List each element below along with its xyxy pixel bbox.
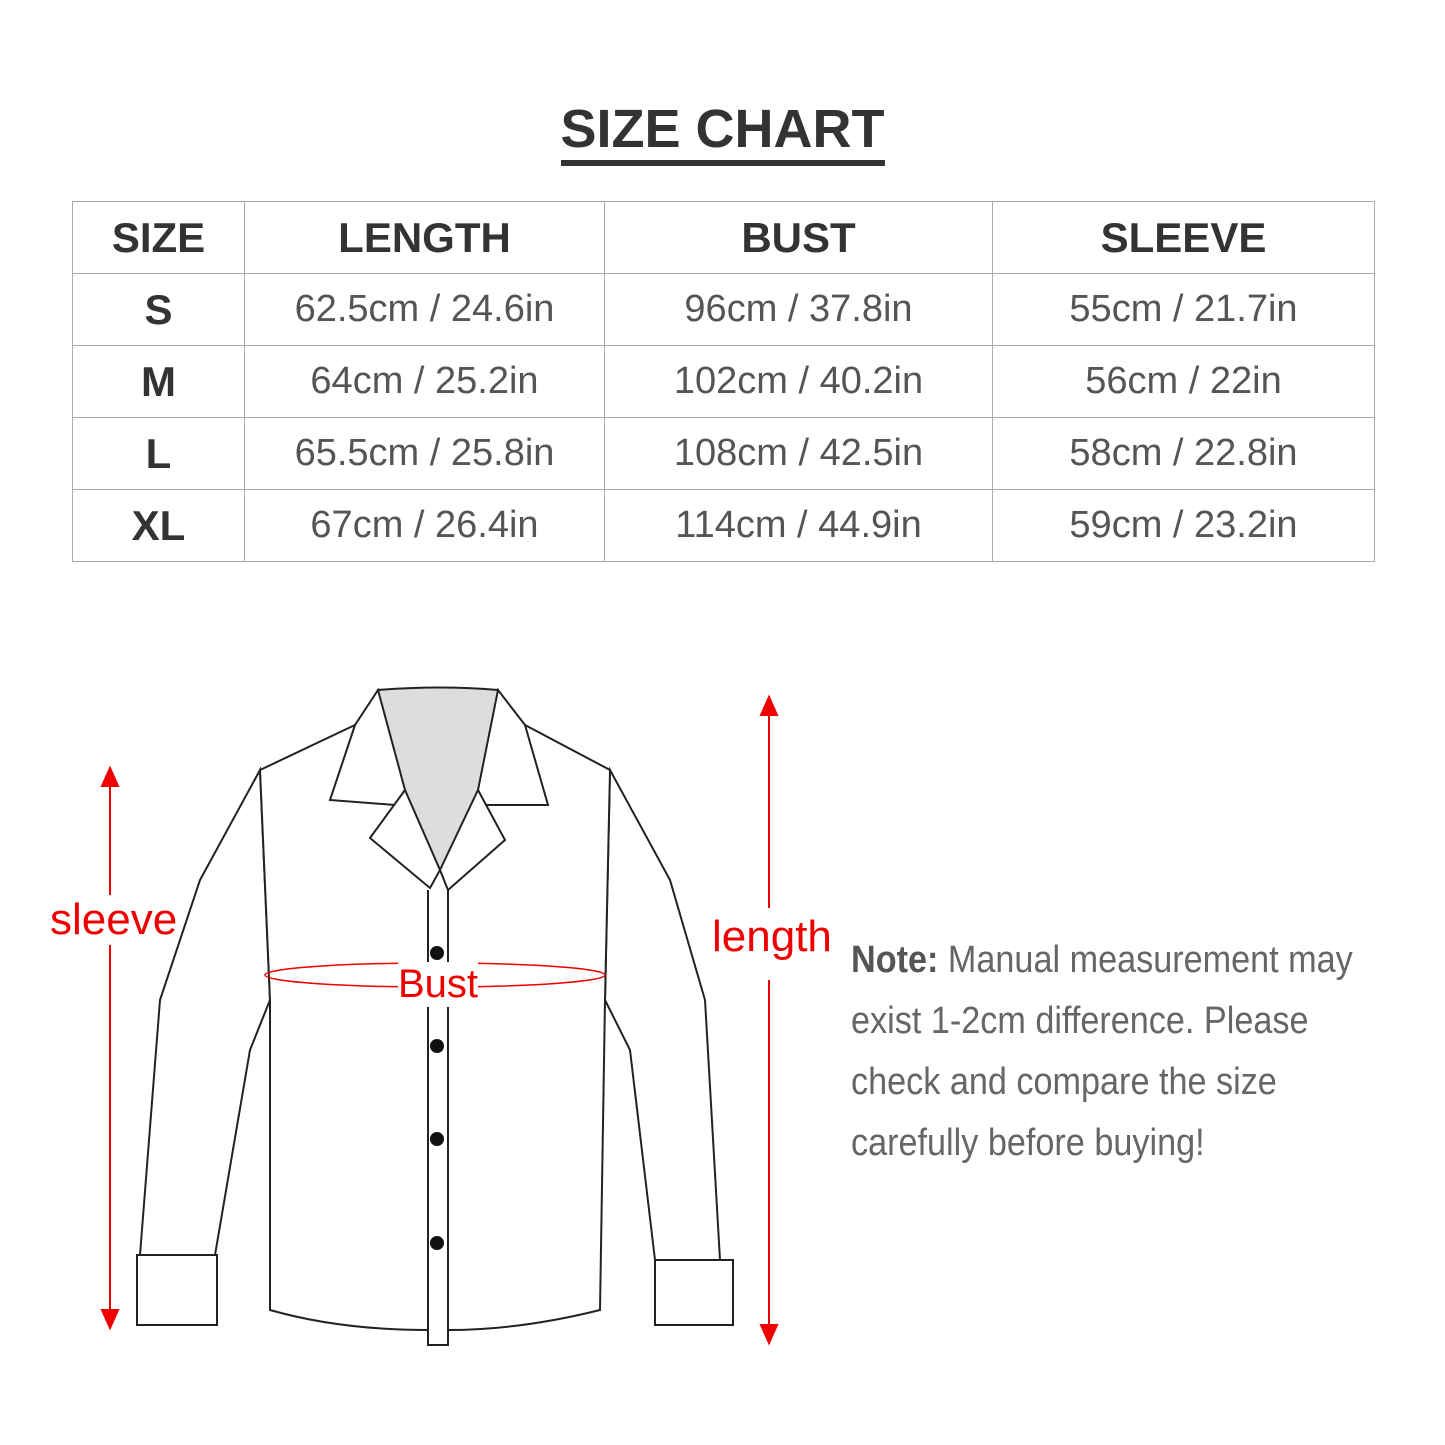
buttons [430,946,444,1250]
arrow-up-icon [759,694,779,716]
cell-length: 67cm / 26.4in [244,489,605,562]
cell-length: 65.5cm / 25.8in [244,417,605,490]
right-sleeve [603,766,722,1261]
table-row: L 65.5cm / 25.8in 108cm / 42.5in 58cm / 22.… [72,417,1375,490]
cell-size: M [72,345,245,418]
table-row: XL 67cm / 26.4in 114cm / 44.9in 59cm / 23.2… [72,489,1375,562]
left-lapel [368,788,442,890]
arrow-up-icon [100,765,120,787]
table-row: S 62.5cm / 24.6in 96cm / 37.8in 55cm / 21.7… [72,273,1375,346]
arrow-down-icon [100,1309,120,1331]
note-label: Note: [851,939,939,981]
cell-bust: 114cm / 44.9in [604,489,993,562]
note-body: Manual measurement may exist 1-2cm diffe… [851,939,1353,1164]
button [430,1236,444,1250]
button [430,1132,444,1146]
bust-label: Bust [398,962,479,1007]
note-text: Note: Manual measurement may exist 1-2cm… [851,930,1400,1174]
right-collar [476,687,550,806]
cell-size: L [72,417,245,490]
button [430,946,444,960]
page-title: SIZE CHART [0,98,1445,166]
cell-bust: 108cm / 42.5in [604,417,993,490]
left-cuff [136,1254,218,1326]
table-row: M 64cm / 25.2in 102cm / 40.2in 56cm / 22in [72,345,1375,418]
cell-sleeve: 55cm / 21.7in [992,273,1375,346]
table-header-row: SIZE LENGTH BUST SLEEVE [72,201,1375,274]
header-bust: BUST [604,201,993,274]
cell-bust: 102cm / 40.2in [604,345,993,418]
size-table: SIZE LENGTH BUST SLEEVE S 62.5cm / 24.6in… [72,201,1375,562]
cell-sleeve: 59cm / 23.2in [992,489,1375,562]
left-sleeve [138,766,272,1256]
cell-size: XL [72,489,245,562]
arrow-down-icon [759,1324,779,1346]
left-collar [328,687,407,807]
cell-bust: 96cm / 37.8in [604,273,993,346]
cell-sleeve: 58cm / 22.8in [992,417,1375,490]
cell-sleeve: 56cm / 22in [992,345,1375,418]
right-cuff [654,1259,734,1326]
length-label: length [712,912,832,961]
sleeve-label: sleeve [50,895,178,944]
header-size: SIZE [72,201,245,274]
button [430,1039,444,1053]
